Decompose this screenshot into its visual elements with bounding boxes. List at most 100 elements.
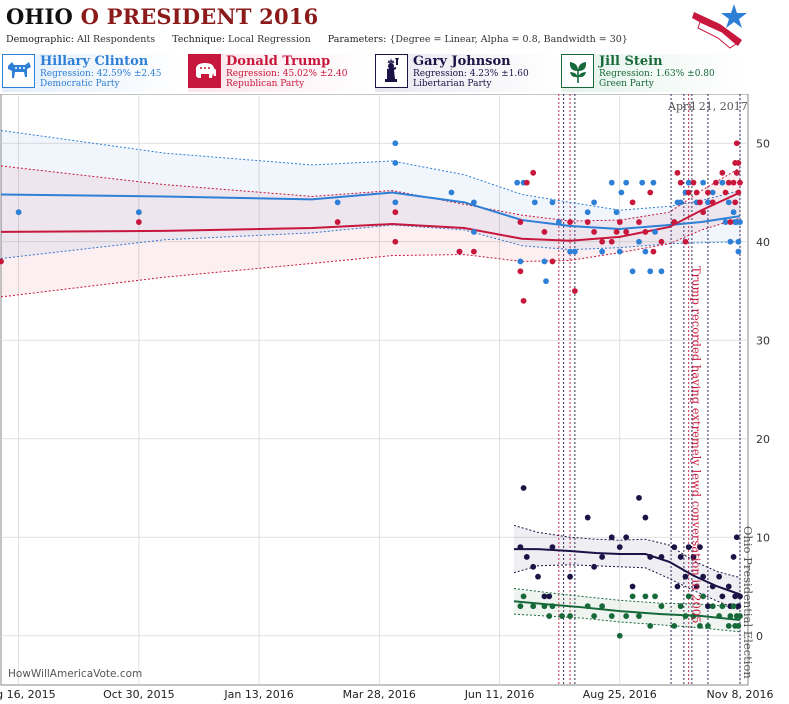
data-point [517,258,524,265]
candidate-name: Hillary Clinton [40,54,149,69]
data-point [546,613,553,619]
data-point [730,179,737,186]
data-point [541,603,548,610]
data-point [392,199,399,206]
candidate-party: Republican Party [226,79,305,89]
data-point [608,613,615,619]
y-tick-label: 20 [756,433,770,446]
data-point [541,229,548,235]
data-point [700,593,707,600]
data-point [716,573,723,580]
legend-stein: Jill Stein Regression: 1.63% ±0.80 Green… [561,54,743,92]
data-point [623,179,630,186]
data-point [567,248,573,255]
data-point [636,219,642,225]
x-tick-label: Aug 25, 2016 [583,688,657,701]
data-point [730,603,737,610]
data-point [733,534,740,541]
data-point [584,514,591,521]
watermark[interactable]: HowWillAmericaVote.com [8,668,143,680]
candidate-name: Gary Johnson [413,54,511,69]
candidate-party: Green Party [599,79,654,89]
x-tick-label: Mar 28, 2016 [343,688,416,701]
y-tick-label: 10 [756,531,770,544]
data-point [647,189,654,196]
data-point [599,603,606,610]
data-point [690,554,697,560]
data-point [514,179,521,186]
data-point [567,573,573,580]
data-point [682,573,689,580]
data-point [571,248,578,255]
data-point [392,140,399,147]
data-point [616,544,623,550]
band-upper-line [513,524,741,579]
data-point [636,613,642,619]
data-point [652,593,658,600]
data-point [705,623,711,629]
data-point [735,603,742,610]
data-point [650,179,657,186]
data-point [618,189,625,196]
confidence-band [513,525,740,611]
poll-chart: 0 10 20 30 40 50 Aug 16, 2015 Oct 30, 2015 Jan 1… [0,94,774,701]
data-point [737,179,743,186]
data-point [549,603,556,610]
data-point [642,593,649,600]
data-point [725,623,732,629]
data-point [608,534,615,541]
data-point [636,238,642,245]
data-point [470,229,477,235]
data-point [658,603,665,610]
data-point [671,544,678,550]
candidate-regression: Regression: 1.63% ±0.80 [599,69,715,79]
data-point [517,268,524,275]
data-point [727,613,734,619]
x-tick-label: Jun 11, 2016 [464,688,535,701]
data-point [599,238,606,245]
technique-label: Technique: [172,34,225,45]
data-point [608,179,615,186]
candidate-regression: Regression: 4.23% ±1.60 [413,69,529,79]
data-point [616,248,623,255]
data-point [523,179,530,186]
data-point [737,593,743,600]
data-point [584,219,591,225]
data-point [591,229,598,235]
data-point [647,554,654,560]
data-point [733,169,740,176]
data-point [713,179,719,186]
parameters-row: Demographic: All Respondents Technique: … [6,34,628,45]
data-point [531,199,538,206]
data-point [733,140,740,147]
data-point [647,268,654,275]
data-point [546,593,553,600]
data-point [636,494,642,501]
band-lower-line [0,224,740,259]
data-point [652,229,658,235]
data-point [682,613,689,619]
data-point [732,593,739,600]
trend-line [0,191,741,242]
band-upper-line [0,165,741,222]
site-logo[interactable] [690,2,750,50]
data-point [599,248,606,255]
annotation-label: Trump recorded having extremely lewd con… [690,266,704,623]
data-point [693,583,700,590]
data-point [642,248,649,255]
candidate-regression: Regression: 45.02% ±2.40 [226,69,348,79]
confidence-band [513,588,740,632]
page-title: OHIO O PRESIDENT 2016 [6,4,318,29]
data-point [584,209,591,216]
data-point [727,219,734,225]
data-point [517,544,524,550]
data-point [658,268,665,275]
data-point [517,603,524,610]
data-point [709,603,716,610]
x-tick-label: Nov 8, 2016 [707,688,774,701]
data-point [682,238,689,245]
data-point [448,189,455,196]
data-point [135,209,142,216]
data-point [541,258,548,265]
data-point [591,613,598,619]
